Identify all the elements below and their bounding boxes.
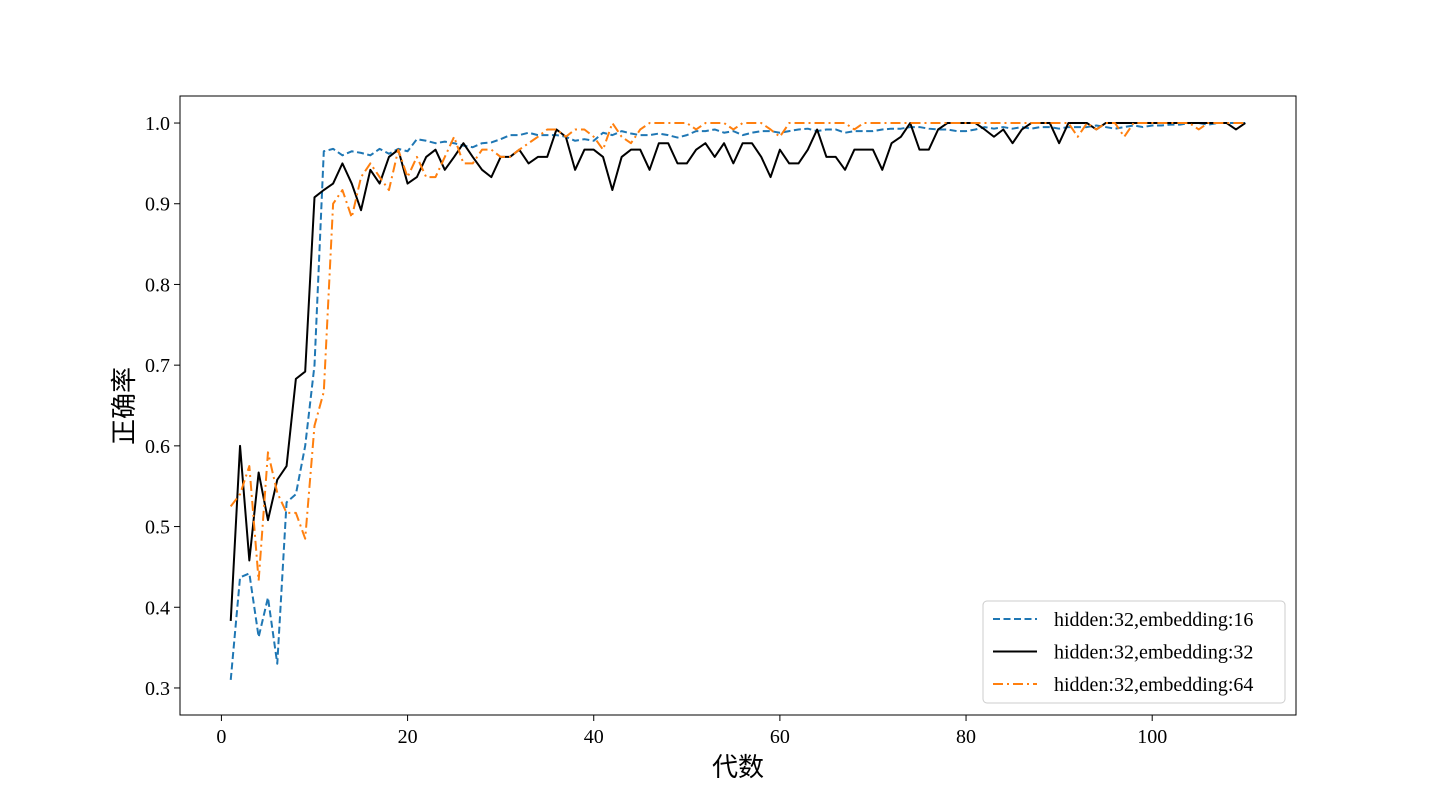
legend-box [982, 600, 1286, 704]
y-axis-label: 正确率 [110, 367, 140, 445]
series-layer [229, 122, 1246, 680]
legend-label-1: hidden:32,embedding:16 [1054, 609, 1253, 631]
y-tick-label: 0.8 [145, 274, 170, 296]
series-line-1 [229, 122, 1246, 680]
y-tick-label: 0.6 [145, 436, 170, 458]
y-axis: 0.3 0.4 0.5 0.6 0.7 0.8 0.9 1.0 [145, 113, 180, 700]
x-axis: 0 20 40 60 80 100 [216, 715, 1167, 748]
x-tick-label: 40 [584, 726, 604, 748]
legend: hidden:32,embedding:16 hidden:32,embeddin… [982, 600, 1286, 704]
x-axis-label: 代数 [712, 753, 764, 783]
series-line-3 [229, 122, 1246, 582]
legend-label-2: hidden:32,embedding:32 [1054, 642, 1253, 664]
y-tick-label: 1.0 [145, 113, 170, 135]
y-tick-label: 0.5 [145, 517, 170, 539]
plot-frame [179, 95, 1297, 716]
y-tick-label: 0.7 [145, 355, 170, 377]
y-tick-label: 0.3 [145, 678, 170, 700]
x-tick-label: 100 [1137, 726, 1167, 748]
y-tick-label: 0.4 [145, 597, 170, 619]
x-tick-label: 60 [770, 726, 790, 748]
x-tick-label: 0 [216, 726, 226, 748]
x-tick-label: 80 [956, 726, 976, 748]
legend-label-3: hidden:32,embedding:64 [1054, 674, 1253, 696]
x-tick-label: 20 [398, 726, 418, 748]
y-tick-label: 0.9 [145, 194, 170, 216]
